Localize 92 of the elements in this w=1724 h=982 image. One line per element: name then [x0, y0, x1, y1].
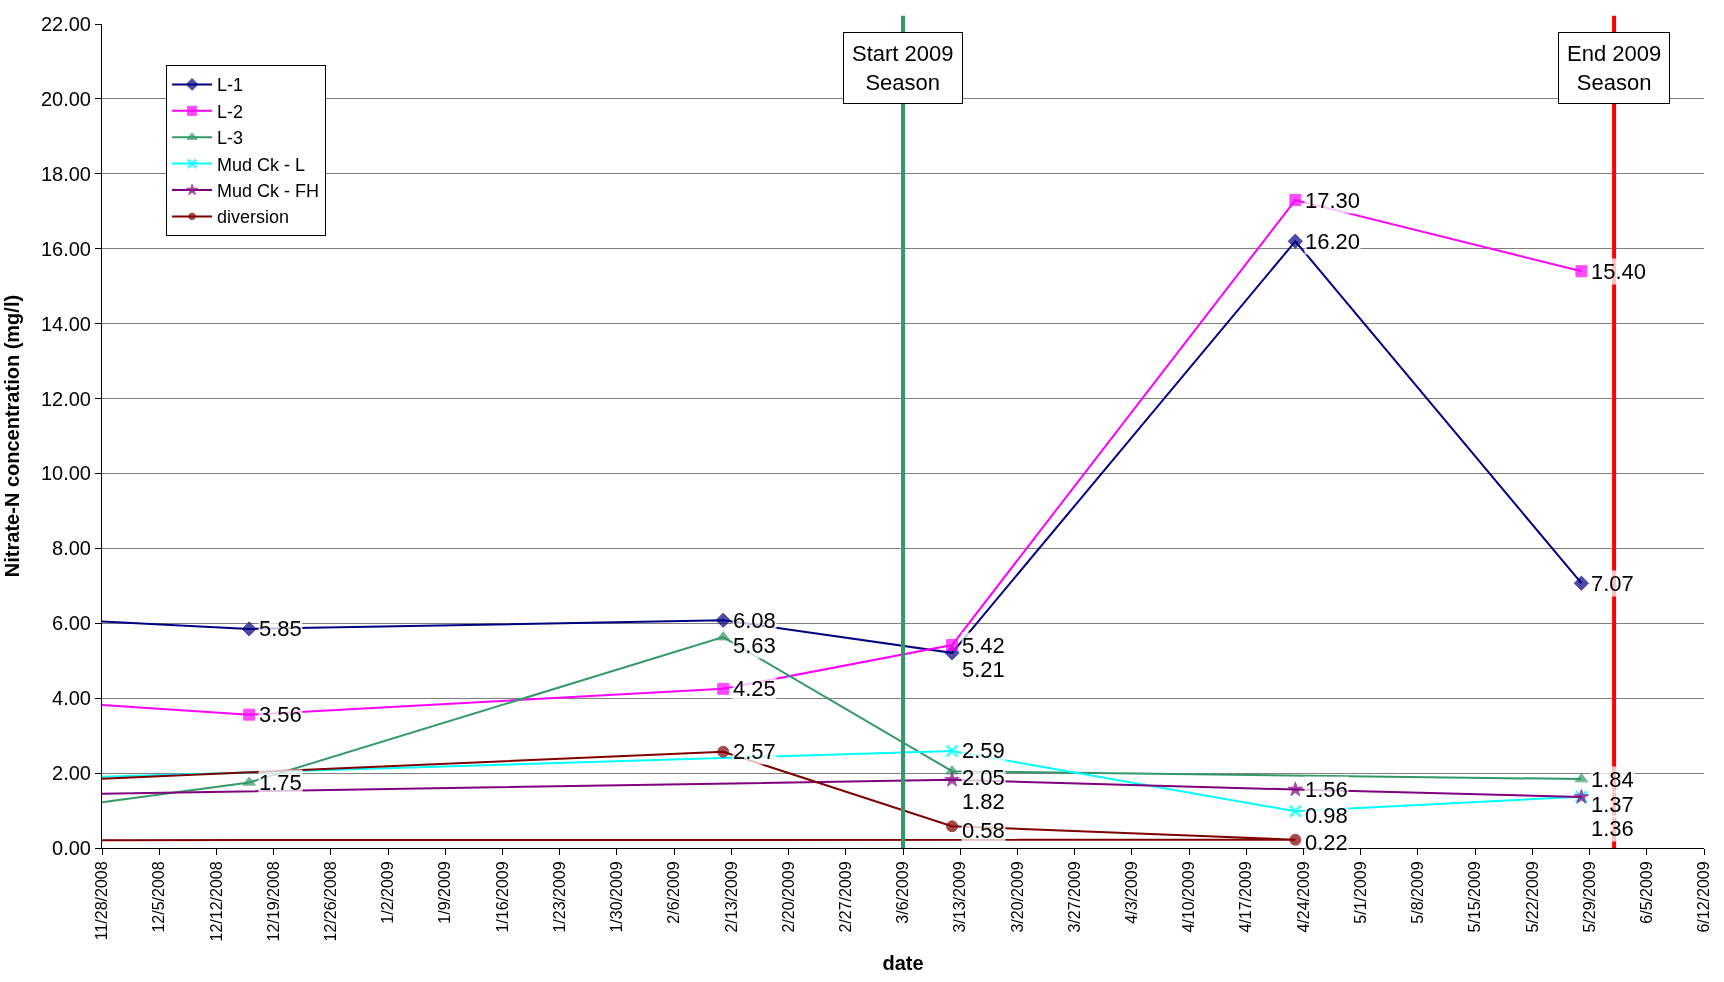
- data-label: 0.22: [1305, 830, 1348, 855]
- x-tick-label: 4/10/2009: [1180, 861, 1198, 933]
- data-label: 1.75: [259, 770, 302, 795]
- x-axis-title: date: [882, 951, 924, 974]
- x-tick-label: 1/16/2009: [493, 861, 511, 933]
- point: [1575, 265, 1588, 278]
- x-tick-label: 3/20/2009: [1008, 861, 1026, 933]
- x-tick-label: 1/9/2009: [436, 861, 454, 924]
- point: [1573, 575, 1590, 591]
- ref-line-label: Start 2009 Season: [852, 41, 954, 95]
- ref-line-label: End 2009 Season: [1567, 41, 1662, 95]
- data-label: 3.56: [259, 702, 302, 727]
- y-tick-label: 8.00: [52, 537, 91, 560]
- point: [243, 708, 256, 721]
- point: [1289, 194, 1302, 207]
- point: [1287, 781, 1304, 797]
- x-tick-label: 3/13/2009: [951, 861, 969, 933]
- x-tick-label: 5/1/2009: [1351, 861, 1369, 924]
- point: [241, 621, 257, 637]
- point: [946, 639, 959, 651]
- y-tick-label: 14.00: [40, 312, 91, 335]
- x-tick-label: 1/23/2009: [550, 861, 568, 933]
- data-label: 1.84: [1591, 767, 1634, 792]
- data-label: 0.58: [962, 818, 1005, 843]
- x-tick-label: 6/5/2009: [1637, 861, 1655, 924]
- data-label: 5.42: [962, 633, 1005, 658]
- x-tick-label: 11/28/2008: [93, 861, 111, 941]
- y-tick-label: 12.00: [40, 387, 91, 410]
- x-tick-label: 4/17/2009: [1237, 861, 1255, 933]
- point: [242, 776, 256, 786]
- data-label: 5.85: [259, 616, 302, 641]
- y-tick-label: 18.00: [40, 162, 91, 185]
- point: [715, 612, 731, 628]
- y-tick-label: 16.00: [40, 237, 91, 260]
- point: [946, 820, 959, 833]
- x-tick-label: 6/12/2009: [1695, 861, 1713, 933]
- point: [944, 771, 960, 787]
- legend-label: L-2: [217, 101, 244, 122]
- x-tick-label: 5/22/2009: [1523, 861, 1541, 933]
- x-tick-label: 5/15/2009: [1466, 861, 1484, 933]
- y-tick-label: 20.00: [40, 87, 91, 110]
- y-axis-title: Nitrate-N concentration (mg/l): [1, 294, 24, 578]
- y-tick-label: 6.00: [52, 612, 91, 635]
- x-tick-label: 12/12/2008: [207, 861, 225, 942]
- data-label: 1.37: [1591, 792, 1634, 817]
- point: [1289, 833, 1302, 846]
- data-label: 2.05: [962, 765, 1005, 790]
- y-tick-label: 2.00: [52, 762, 91, 785]
- x-tick-label: 2/6/2009: [665, 861, 683, 924]
- point: [717, 745, 730, 758]
- legend-label: Mud Ck - L: [217, 154, 306, 175]
- data-label: 1.36: [1591, 816, 1634, 841]
- x-tick-label: 4/3/2009: [1123, 861, 1141, 924]
- data-label: 5.63: [733, 633, 776, 658]
- legend-label: Mud Ck - FH: [217, 181, 320, 202]
- data-label: 5.21: [962, 657, 1005, 682]
- data-label: 17.30: [1305, 188, 1361, 213]
- data-label: 4.25: [733, 676, 776, 701]
- x-tick-label: 3/27/2009: [1065, 861, 1083, 933]
- x-tick-label: 1/2/2009: [379, 861, 397, 924]
- data-label: 2.57: [733, 739, 776, 764]
- x-tick-label: 2/27/2009: [836, 861, 854, 933]
- data-label: 1.82: [962, 789, 1005, 814]
- point: [945, 765, 959, 775]
- x-tick-label: 2/20/2009: [779, 861, 797, 933]
- point: [1288, 804, 1303, 819]
- data-label: 1.56: [1305, 777, 1348, 802]
- point: [945, 743, 960, 758]
- x-tick-label: 2/13/2009: [722, 861, 740, 933]
- x-tick-label: 4/24/2009: [1294, 861, 1312, 933]
- data-label: 6.08: [733, 608, 776, 633]
- x-tick-label: 5/8/2009: [1409, 861, 1427, 924]
- data-label: 15.40: [1591, 259, 1647, 284]
- data-label: 0.98: [1305, 803, 1348, 828]
- x-tick-label: 5/29/2009: [1580, 861, 1598, 933]
- data-label: 16.20: [1305, 229, 1361, 254]
- x-tick-label: 12/26/2008: [322, 861, 340, 942]
- x-tick-label: 3/6/2009: [894, 861, 912, 924]
- y-tick-label: 10.00: [40, 462, 91, 485]
- x-tick-label: 1/30/2009: [608, 861, 626, 933]
- x-tick-label: 12/5/2008: [150, 861, 168, 933]
- legend-label: L-1: [217, 75, 244, 96]
- data-label: 2.59: [962, 738, 1005, 763]
- legend-label: L-3: [217, 128, 244, 149]
- point: [1287, 233, 1303, 249]
- data-label: 7.07: [1591, 571, 1634, 596]
- y-tick-label: 4.00: [52, 687, 91, 710]
- y-tick-label: 22.00: [40, 13, 91, 35]
- x-tick-label: 12/19/2008: [264, 861, 282, 942]
- legend-label: diversion: [217, 207, 290, 228]
- point: [717, 682, 730, 695]
- y-tick-label: 0.00: [52, 837, 91, 859]
